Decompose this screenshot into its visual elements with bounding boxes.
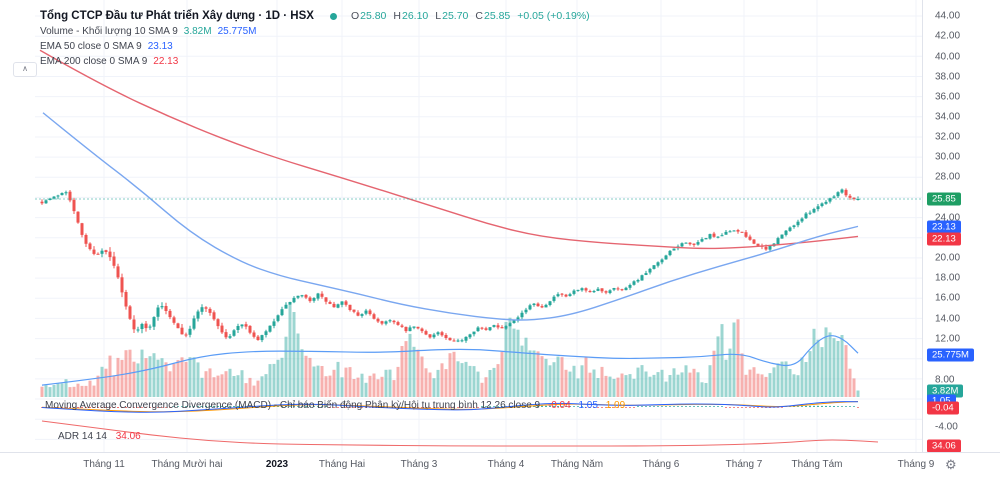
price-axis-label: 30.00 <box>935 151 961 163</box>
time-axis-settings-gear-icon[interactable]: ⚙ <box>945 457 957 472</box>
volume-legend-label: Volume - Khối lượng 10 SMA 9 <box>40 26 178 37</box>
legend-collapse-button[interactable]: ∧ <box>13 62 37 77</box>
time-axis-label: Tháng Năm <box>550 459 604 470</box>
legend: Tổng CTCP Đầu tư Phát triển Xây dựng · 1… <box>40 8 590 69</box>
volume-sma-value: 25.775M <box>217 26 257 37</box>
price-axis-label: 36.00 <box>935 91 961 103</box>
macd-line-value: 1.05 <box>578 400 598 411</box>
ohlc-values: O25.80 H26.10 L25.70 C25.85 +0.05 (+0.19… <box>350 10 590 22</box>
symbol-title: Tổng CTCP Đầu tư Phát triển Xây dựng · 1… <box>40 10 314 22</box>
ema50-value: 23.13 <box>147 41 173 52</box>
close-value: 25.85 <box>483 10 511 22</box>
high-value: 26.10 <box>401 10 429 22</box>
price-axis-label: 20.00 <box>935 252 961 264</box>
price-axis[interactable]: 44.00 42.00 40.00 38.00 36.00 34.00 32.00 30.00… <box>922 0 1000 453</box>
price-axis-badge: 22.13 <box>927 232 961 246</box>
time-axis-label: Tháng Mười hai <box>151 459 223 470</box>
volume-legend-row[interactable]: Volume - Khối lượng 10 SMA 9 3.82M 25.77… <box>40 24 590 39</box>
time-axis-label: Tháng 4 <box>487 459 525 470</box>
time-axis-label: Tháng 6 <box>642 459 680 470</box>
price-axis-badge: 3.82M <box>927 384 964 398</box>
symbol-title-row[interactable]: Tổng CTCP Đầu tư Phát triển Xây dựng · 1… <box>40 8 590 24</box>
ema200-line <box>39 49 859 250</box>
low-value: 25.70 <box>442 10 469 22</box>
volume-sma-line <box>41 335 859 386</box>
macd-signal-value: 1.09 <box>605 400 626 411</box>
time-axis-label: Tháng 11 <box>83 459 125 470</box>
ema200-legend-label: EMA 200 close 0 SMA 9 <box>40 56 148 67</box>
ema50-line <box>42 112 859 321</box>
time-axis-label: Tháng 3 <box>400 459 438 470</box>
price-axis-label: 42.00 <box>935 30 961 42</box>
macd-line <box>41 401 859 413</box>
volume-current-value: 3.82M <box>183 26 212 37</box>
price-axis-label: 24.00 <box>935 212 961 224</box>
price-axis-badge: 34.06 <box>927 439 961 453</box>
macd-hist-value: -0.04 <box>547 400 571 411</box>
macd-legend-label: Moving Average Convergence Divergence (M… <box>45 400 541 411</box>
price-axis-label: 18.00 <box>935 272 961 284</box>
price-axis-label: 44.00 <box>935 10 961 22</box>
time-axis-label: Tháng Hai <box>318 459 366 470</box>
macd-signal-line <box>41 401 859 413</box>
ema200-value: 22.13 <box>153 56 179 67</box>
candles-layer <box>40 188 860 343</box>
price-axis-label: 40.00 <box>935 51 961 63</box>
time-axis[interactable]: ⚙ Tháng 11 Tháng Mười hai 2023 Tháng Hai Thá… <box>0 452 1000 480</box>
time-axis-label: Tháng 7 <box>725 459 763 470</box>
ema50-legend-label: EMA 50 close 0 SMA 9 <box>40 41 142 52</box>
price-axis-label: 28.00 <box>935 171 961 183</box>
price-axis-label: 12.00 <box>935 333 961 345</box>
market-status-dot-icon <box>329 12 337 20</box>
price-axis-badge: -0.04 <box>927 401 959 415</box>
adr-legend-label: ADR 14 14 <box>58 431 107 442</box>
time-axis-label: Tháng 9 <box>897 459 935 470</box>
price-axis-label: 34.00 <box>935 111 961 123</box>
ema50-legend-row[interactable]: EMA 50 close 0 SMA 9 23.13 <box>40 39 590 54</box>
plot-layer <box>39 49 879 447</box>
price-axis-badge: 25.775M <box>927 348 974 362</box>
change-value: +0.05 (+0.19%) <box>517 10 590 22</box>
time-axis-label: 2023 <box>265 459 289 470</box>
ema200-legend-row[interactable]: EMA 200 close 0 SMA 9 22.13 <box>40 54 590 69</box>
price-axis-label: 38.00 <box>935 71 961 83</box>
price-axis-label: 8.00 <box>935 374 955 386</box>
adr-legend-row[interactable]: ADR 14 14 34.06 <box>52 431 141 442</box>
price-axis-badge: 25.85 <box>927 192 961 206</box>
price-axis-label: -4.00 <box>935 421 958 433</box>
price-axis-badge: 23.13 <box>927 220 961 234</box>
adr-value: 34.06 <box>115 431 141 442</box>
adr-line <box>41 420 879 447</box>
macd-legend-row[interactable]: Moving Average Convergence Divergence (M… <box>40 400 625 411</box>
chevron-up-icon: ∧ <box>22 64 28 73</box>
open-value: 25.80 <box>360 10 387 22</box>
price-axis-label: 16.00 <box>935 292 961 304</box>
price-axis-label: 14.00 <box>935 313 961 325</box>
price-axis-label: 32.00 <box>935 131 961 143</box>
time-axis-label: Tháng Tám <box>791 459 843 470</box>
